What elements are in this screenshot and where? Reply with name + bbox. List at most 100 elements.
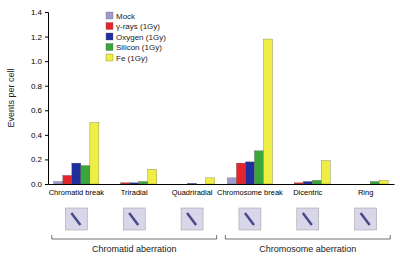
tick-label: 0.8 — [31, 82, 43, 91]
tick-mark — [45, 12, 48, 13]
tick-mark — [45, 61, 48, 62]
bar — [245, 162, 254, 184]
icon — [355, 208, 377, 230]
tick-label: 1.0 — [31, 57, 43, 66]
bar — [206, 178, 215, 184]
tick: Dicentric — [293, 184, 322, 197]
tick-mark — [45, 86, 48, 87]
tick: Triradial — [121, 184, 148, 197]
tick-label: 0.6 — [31, 106, 43, 115]
tick-mark — [45, 37, 48, 38]
bar — [321, 161, 330, 184]
bar — [139, 182, 148, 184]
legend-label: Oxygen (1Gy) — [116, 33, 166, 42]
legend-item: Mock — [106, 12, 136, 21]
tick: Chromosome break — [217, 184, 283, 197]
tick: 0.4 — [31, 131, 48, 140]
tick: 1.2 — [31, 33, 48, 42]
group-bracket — [225, 235, 390, 239]
bar — [312, 180, 321, 184]
icon — [123, 208, 145, 230]
icon-shape — [245, 213, 254, 225]
tick: 0.8 — [31, 82, 48, 91]
x-axis: Chromatid break Triradial Quadriradial Chro… — [49, 184, 395, 197]
icon-shape — [303, 213, 312, 225]
bar — [112, 184, 121, 185]
tick: Quadriradial — [172, 184, 213, 197]
bar — [227, 178, 236, 184]
tick: Chromatid break — [49, 184, 105, 197]
bar — [63, 175, 72, 184]
bar — [197, 184, 206, 185]
legend: Mockγ-rays (1Gy) Oxygen (1Gy)Silicon (1Gy… — [106, 12, 166, 63]
bar — [303, 182, 312, 184]
icon-shape — [71, 213, 80, 225]
bar — [285, 184, 294, 185]
bar — [361, 184, 370, 185]
legend-label: γ-rays (1Gy) — [116, 22, 160, 31]
icon — [65, 208, 87, 230]
plot: 0.0 0.2 0.4 0.6 0.8 1.0 1.2 1.4 Chromatid break T… — [31, 8, 395, 254]
legend-label: Mock — [116, 12, 136, 21]
bar — [121, 183, 130, 184]
tick: 0.2 — [31, 155, 48, 164]
tick-label: Quadriradial — [172, 188, 213, 197]
legend-item: Silicon (1Gy) — [106, 43, 162, 52]
tick-mark — [45, 110, 48, 111]
legend-swatch — [106, 54, 113, 61]
bar — [148, 169, 157, 184]
bar — [179, 184, 188, 185]
group-bracket — [52, 235, 217, 239]
axis-line — [49, 184, 395, 185]
legend-item: Oxygen (1Gy) — [106, 33, 166, 42]
tick: 0.6 — [31, 106, 48, 115]
tick-label: 0.4 — [31, 131, 43, 140]
legend-swatch — [106, 33, 113, 40]
y-axis-title: Events per cell — [6, 68, 16, 127]
legend-item: γ-rays (1Gy) — [106, 22, 160, 31]
tick-label: 0.2 — [31, 155, 43, 164]
icon-shape — [187, 213, 196, 225]
tick-label: Chromatid break — [49, 188, 105, 197]
tick-label: 0.0 — [31, 180, 43, 189]
tick-label: Dicentric — [293, 188, 322, 197]
bar — [379, 180, 388, 184]
legend-swatch — [106, 12, 113, 19]
tick-mark — [45, 159, 48, 160]
legend-swatch — [106, 44, 113, 51]
bar — [254, 151, 263, 184]
tick: Ring — [358, 184, 373, 197]
y-axis: 0.0 0.2 0.4 0.6 0.8 1.0 1.2 1.4 — [31, 8, 49, 189]
tick-mark — [45, 184, 48, 185]
tick-label: Triradial — [121, 188, 148, 197]
icon — [181, 208, 203, 230]
group-label: Chromosome aberration — [259, 244, 356, 254]
axis-line — [45, 13, 49, 185]
bar — [90, 123, 99, 184]
bar — [81, 166, 90, 184]
bar — [54, 182, 63, 184]
icon-shape — [361, 213, 370, 225]
icons — [65, 208, 376, 230]
bar — [263, 39, 272, 184]
tick-label: 1.2 — [31, 33, 43, 42]
bar — [294, 183, 303, 184]
bar — [370, 182, 379, 184]
tick-mark — [45, 135, 48, 136]
icon — [239, 208, 261, 230]
bar — [170, 184, 179, 185]
bar — [343, 184, 352, 185]
chart: 0.0 0.2 0.4 0.6 0.8 1.0 1.2 1.4 Chromatid break T… — [0, 0, 400, 271]
bar — [188, 183, 197, 184]
legend-item: Fe (1Gy) — [106, 54, 148, 63]
bars — [54, 39, 388, 184]
tick-label: 1.4 — [31, 8, 43, 17]
legend-label: Silicon (1Gy) — [116, 43, 162, 52]
tick-label: Ring — [358, 188, 373, 197]
group-label: Chromatid aberration — [92, 244, 177, 254]
icon-shape — [129, 213, 138, 225]
bar — [352, 184, 361, 185]
tick-label: Chromosome break — [217, 188, 283, 197]
bar — [72, 163, 81, 184]
icon — [297, 208, 319, 230]
